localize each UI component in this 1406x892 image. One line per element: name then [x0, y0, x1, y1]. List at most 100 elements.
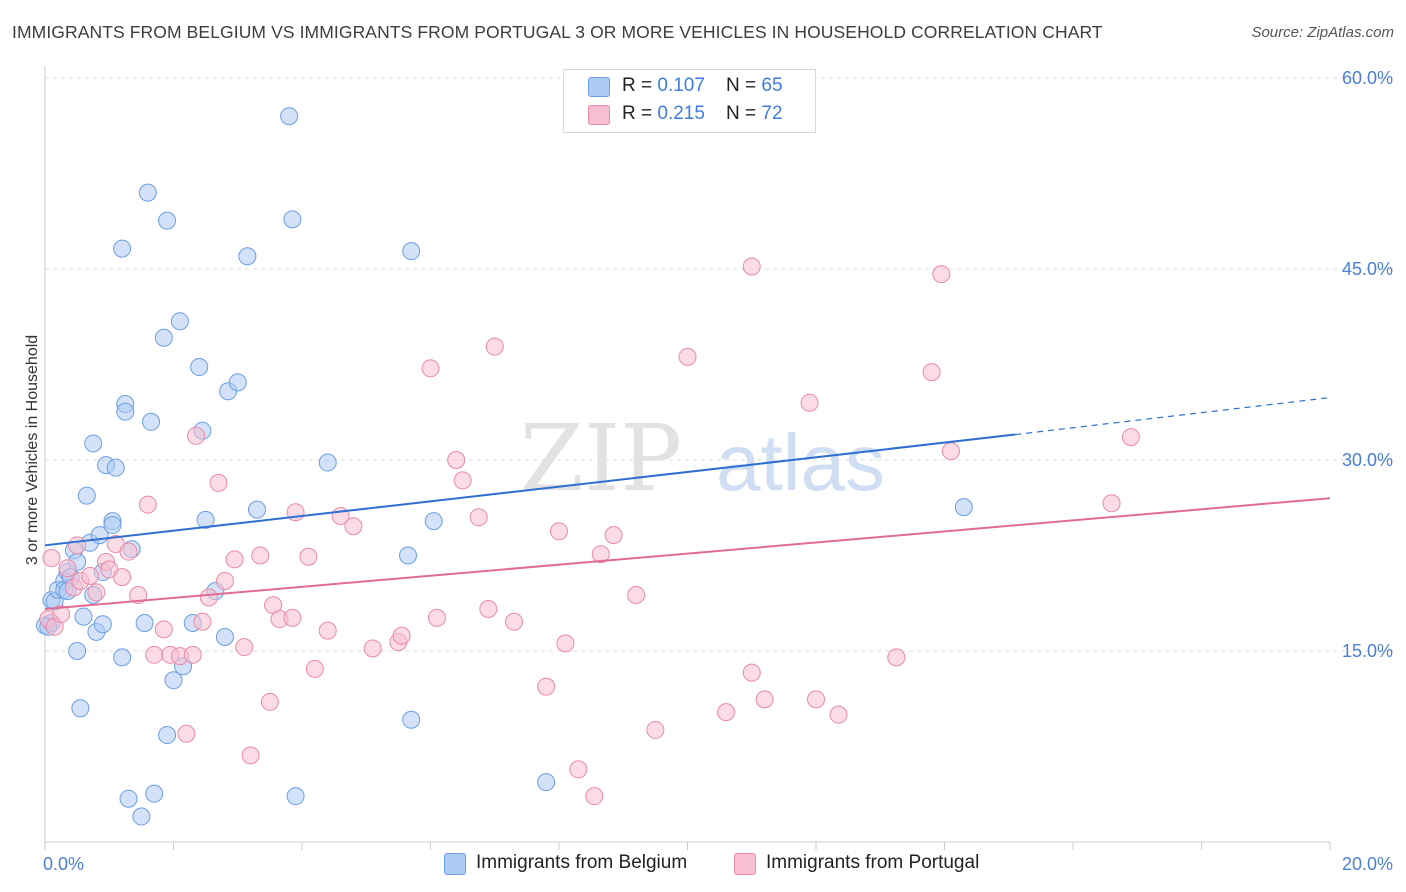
r-label: R = — [622, 75, 658, 96]
portugal-point — [887, 648, 906, 667]
belgium-point — [402, 242, 421, 261]
watermark-atlas: atlas — [716, 418, 885, 507]
portugal-point — [193, 612, 212, 631]
belgium-point — [190, 358, 209, 377]
belgium-point — [116, 402, 135, 421]
belgium-point — [113, 648, 132, 667]
portugal-point — [177, 724, 196, 743]
portugal-point — [225, 550, 244, 569]
portugal-point — [260, 692, 279, 711]
portugal-point — [569, 760, 588, 779]
portugal-point — [80, 566, 99, 585]
belgium-point — [77, 486, 96, 505]
y-axis-label: 3 or more Vehicles in Household — [24, 334, 41, 566]
belgium-point — [74, 607, 93, 626]
belgium-point — [142, 412, 161, 431]
belgium-legend-label: Immigrants from Belgium — [476, 852, 688, 873]
belgium-point — [103, 515, 122, 534]
portugal-point — [1102, 494, 1121, 513]
legend-row-belgium-text: R = 0.107 N = 65 — [622, 75, 783, 97]
n-value: 65 — [761, 75, 783, 96]
axes — [44, 66, 1331, 850]
portugal-point — [556, 634, 575, 653]
belgium-point — [248, 500, 267, 519]
portugal-point — [183, 645, 202, 664]
belgium-point — [113, 239, 132, 258]
belgium-point — [119, 789, 138, 808]
portugal-point — [119, 542, 138, 561]
belgium-point — [228, 373, 247, 392]
belgium-point — [318, 453, 337, 472]
portugal-point — [145, 645, 164, 664]
source-credit: Source: ZipAtlas.com — [1251, 24, 1394, 41]
r-label: R = — [622, 103, 658, 124]
y-axis-label-wrap: 3 or more Vehicles in Household — [18, 290, 48, 610]
r-value: 0.215 — [657, 103, 705, 124]
portugal-point — [392, 626, 411, 645]
belgium-point — [170, 312, 189, 331]
x-tick-label: 20.0% — [1342, 854, 1393, 874]
portugal-point — [755, 690, 774, 709]
portugal-point — [241, 746, 260, 765]
belgium-point — [399, 546, 418, 565]
n-value: 72 — [761, 103, 783, 124]
portugal-point — [453, 471, 472, 490]
belgium-point — [135, 613, 154, 632]
belgium-point — [215, 627, 234, 646]
portugal-point — [235, 638, 254, 657]
watermark: ZIP atlas — [520, 405, 885, 512]
y-tick-label: 30.0% — [1342, 450, 1393, 470]
belgium-point — [84, 434, 103, 453]
portugal-point — [537, 677, 556, 696]
portugal-point — [299, 547, 318, 566]
portugal-point — [550, 522, 568, 541]
correlation-legend: R = 0.107 N = 65 R = 0.215 N = 72 — [563, 69, 816, 133]
watermark-zip: ZIP — [520, 405, 682, 512]
portugal-swatch — [588, 105, 610, 125]
portugal-point — [318, 621, 337, 640]
belgium-point — [238, 247, 257, 266]
portugal-point — [138, 495, 157, 514]
belgium-point — [158, 726, 177, 745]
portugal-point — [800, 393, 819, 412]
portugal-point — [363, 639, 382, 658]
portugal-point — [591, 545, 610, 564]
portugal-point — [52, 605, 71, 624]
portugal-point — [344, 517, 363, 536]
belgium-point — [402, 710, 421, 729]
portugal-point — [604, 526, 623, 545]
x-tick-label: 0.0% — [43, 854, 84, 874]
portugal-point — [87, 583, 106, 602]
portugal-point — [585, 787, 604, 806]
portugal-point — [479, 599, 498, 618]
portugal-point — [627, 585, 646, 604]
portugal-point — [305, 659, 324, 678]
portugal-point — [742, 257, 761, 276]
portugal-point — [251, 546, 270, 565]
portugal-point — [829, 705, 848, 724]
belgium-point — [145, 784, 164, 803]
portugal-point — [485, 337, 504, 356]
r-value: 0.107 — [657, 75, 705, 96]
portugal-point — [447, 451, 466, 469]
legend-row-portugal-text: R = 0.215 N = 72 — [622, 103, 783, 125]
belgium-point — [93, 615, 112, 634]
portugal-point — [129, 585, 148, 604]
portugal-point — [505, 612, 524, 631]
belgium-point — [954, 498, 973, 517]
portugal-point — [427, 608, 446, 627]
portugal-point — [186, 426, 205, 445]
portugal-point — [922, 363, 941, 382]
belgium-point — [158, 211, 177, 230]
portugal-point — [469, 508, 488, 527]
belgium-point — [106, 458, 125, 477]
belgium-legend-swatch — [444, 853, 466, 875]
portugal-point — [421, 359, 440, 378]
belgium-point — [537, 773, 556, 792]
portugal-point — [113, 568, 132, 587]
portugal-point — [807, 690, 825, 709]
belgium-point — [164, 671, 183, 690]
portugal-point — [215, 571, 234, 590]
portugal-point — [1121, 428, 1140, 447]
